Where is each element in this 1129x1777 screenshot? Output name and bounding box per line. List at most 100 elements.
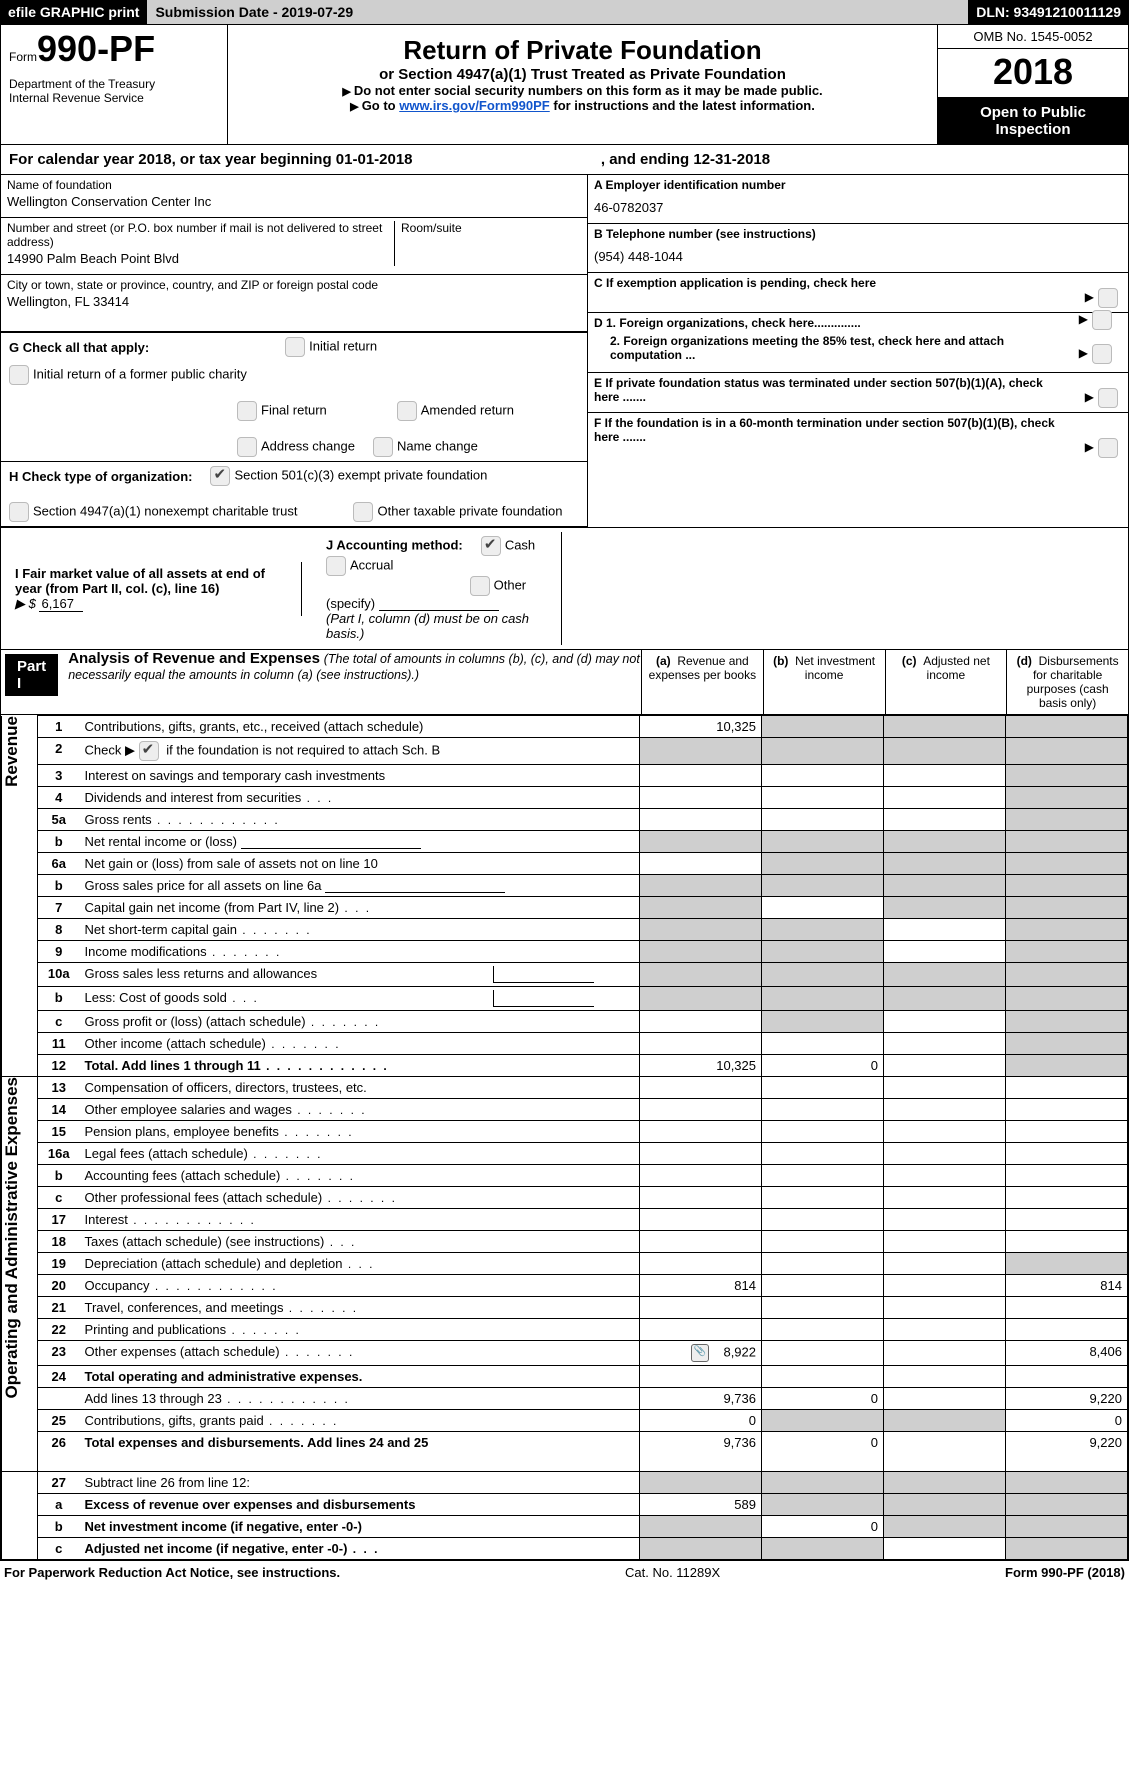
checkbox-icon[interactable] [470,576,490,596]
table-cell [1006,1165,1128,1187]
line-desc: Occupancy [80,1275,640,1297]
table-cell [884,1165,1006,1187]
line-desc: Gross sales less returns and allowances [80,963,640,987]
line-text: Printing and publications [85,1322,301,1337]
checkbox-checked-icon[interactable] [210,466,230,486]
checkbox-checked-icon[interactable] [481,536,501,556]
inline-input[interactable] [241,834,421,849]
inline-input[interactable] [493,990,594,1007]
table-cell [762,941,884,963]
checkbox-icon[interactable] [9,365,29,385]
table-cell [762,1275,884,1297]
checkbox-icon[interactable] [326,556,346,576]
checkbox-icon[interactable] [285,337,305,357]
table-cell [1006,897,1128,919]
i-symbol: ▶ $ [15,596,36,611]
checkbox-checked-icon[interactable] [139,741,159,761]
open-public-1: Open to Public [942,104,1124,121]
table-cell [884,1011,1006,1033]
checkbox-icon[interactable] [1098,288,1118,308]
checkbox-icon[interactable] [1098,388,1118,408]
checkbox-icon[interactable] [237,401,257,421]
top-bar: efile GRAPHIC print Submission Date - 20… [0,0,1129,24]
g-opt-4: Address change [237,437,355,457]
table-row: cAdjusted net income (if negative, enter… [2,1538,1128,1560]
side-label-cell: Operating and Administrative Expenses [2,1077,38,1472]
table-cell: 9,736 [640,1432,762,1472]
table-cell [640,1319,762,1341]
table-row: 5aGross rents [2,809,1128,831]
attachment-icon[interactable]: 📎 [691,1344,709,1362]
table-cell [640,1121,762,1143]
c-check: ▶ [1085,288,1122,308]
table-cell [884,1297,1006,1319]
line-desc: Excess of revenue over expenses and disb… [80,1494,640,1516]
line-number: 13 [38,1077,80,1099]
table-cell [762,1538,884,1560]
table-cell [1006,1253,1128,1275]
table-row: 17Interest [2,1209,1128,1231]
submission-cell: Submission Date - 2019-07-29 [147,0,361,24]
checkbox-icon[interactable] [9,502,29,522]
form-header: Form990-PF Department of the Treasury In… [1,25,1128,145]
checkbox-icon[interactable] [373,437,393,457]
line-text: Adjusted net income (if negative, enter … [85,1541,380,1556]
checkbox-icon[interactable] [1092,344,1112,364]
line-desc: Net gain or (loss) from sale of assets n… [80,853,640,875]
d2-check: ▶ [1079,344,1116,364]
inline-input[interactable] [325,878,505,893]
phone-value: (954) 448-1044 [594,249,1122,264]
table-row: bNet rental income or (loss) [2,831,1128,853]
dln-label: DLN: [976,4,1013,20]
checkbox-icon[interactable] [397,401,417,421]
irs-link[interactable]: www.irs.gov/Form990PF [399,98,550,113]
table-cell [1006,1055,1128,1077]
line-number: 6a [38,853,80,875]
checkbox-icon[interactable] [237,437,257,457]
i-label: I Fair market value of all assets at end… [15,566,265,596]
inline-input[interactable] [493,966,594,983]
form-note-2: Go to www.irs.gov/Form990PF for instruct… [234,98,931,113]
line-text: Net short-term capital gain [85,922,312,937]
line-number: 25 [38,1410,80,1432]
table-cell [1006,1472,1128,1494]
table-cell [762,1231,884,1253]
line-desc: Net investment income (if negative, ente… [80,1516,640,1538]
line-number: 26 [38,1432,80,1472]
table-cell [640,1297,762,1319]
line-number: 19 [38,1253,80,1275]
checkbox-icon[interactable] [353,502,373,522]
table-row: 22Printing and publications [2,1319,1128,1341]
part1-table: Revenue1Contributions, gifts, grants, et… [1,715,1128,1560]
table-row: 2Check ▶ if the foundation is not requir… [2,738,1128,765]
j-other-input[interactable] [379,596,499,611]
table-cell [1006,831,1128,853]
line-number: 18 [38,1231,80,1253]
line-text: Dividends and interest from securities [85,790,334,805]
table-row: 19Depreciation (attach schedule) and dep… [2,1253,1128,1275]
line-number: b [38,875,80,897]
note2-post: for instructions and the latest informat… [550,98,815,113]
table-cell [884,1187,1006,1209]
arrow-icon: ▶ [1085,440,1094,454]
table-cell [762,1472,884,1494]
line-desc: Dividends and interest from securities [80,787,640,809]
table-cell: 0 [1006,1410,1128,1432]
line-number: 20 [38,1275,80,1297]
line-desc: Add lines 13 through 23 [80,1388,640,1410]
f-label: F If the foundation is in a 60-month ter… [594,416,1055,444]
checkbox-icon[interactable] [1098,438,1118,458]
table-cell [884,1410,1006,1432]
j-accrual: Accrual [350,557,393,572]
cal-end: 12-31-2018 [693,151,770,168]
table-cell [640,1011,762,1033]
line-number: b [38,1516,80,1538]
line-number: 24 [38,1366,80,1388]
checkbox-icon[interactable] [1092,310,1112,330]
header-left: Form990-PF Department of the Treasury In… [1,25,228,144]
form-word: Form [9,50,37,64]
table-cell [884,716,1006,738]
col-c-head: (c) Adjusted net income [885,650,1007,714]
line-desc: Total operating and administrative expen… [80,1366,640,1388]
line-number: 7 [38,897,80,919]
